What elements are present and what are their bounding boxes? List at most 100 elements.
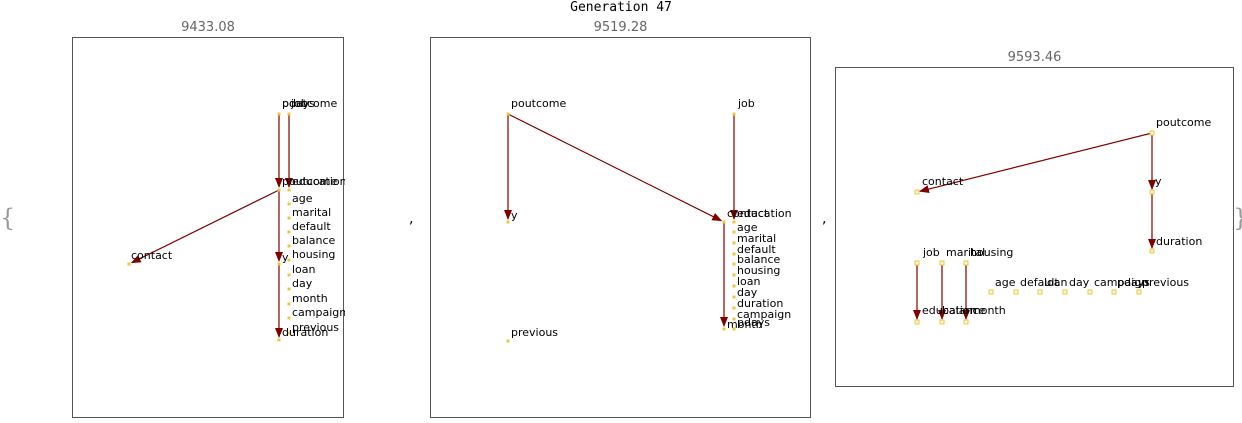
node-label: pdays — [1117, 276, 1150, 289]
generation-title: Generation 47 — [570, 0, 672, 15]
node-label: balance — [942, 304, 986, 317]
node-balance: balance — [732, 253, 781, 266]
node-default: default — [732, 243, 776, 256]
node-day: day — [732, 286, 758, 299]
node-marker — [287, 188, 291, 192]
node-label: poutcome — [511, 97, 566, 110]
node-month: month — [722, 318, 763, 331]
graph-score-2: 9519.28 — [593, 20, 648, 35]
node-marker — [732, 306, 736, 310]
node-label: y — [511, 209, 518, 222]
node-marker — [127, 262, 131, 266]
node-label: day — [292, 277, 313, 290]
node-marker — [277, 188, 281, 192]
node-pdays_top: pdays — [277, 97, 315, 116]
node-label: age — [737, 221, 758, 234]
edge-poutcome-to-contact — [507, 113, 723, 222]
node-marker — [732, 295, 736, 299]
node-default: default — [287, 220, 331, 234]
node-label: job — [922, 246, 940, 259]
node-age: age — [287, 192, 313, 206]
node-duration: duration — [277, 326, 328, 342]
node-poutcome: poutcome — [506, 97, 566, 116]
node-label: marital — [946, 246, 985, 259]
node-marker — [732, 252, 736, 256]
node-age: age — [732, 221, 758, 234]
node-contact: contact — [722, 207, 769, 224]
network-graph-1: poutcomejobpdayscontactpoutcomeeducation… — [127, 97, 347, 342]
node-marker — [1136, 289, 1142, 295]
node-marker — [506, 339, 510, 343]
node-label: marital — [292, 206, 331, 219]
node-day: day — [1062, 276, 1090, 295]
node-marker — [287, 216, 291, 220]
node-label: education — [292, 175, 345, 188]
node-day: day — [287, 277, 313, 291]
node-loan: loan — [732, 275, 761, 288]
node-age: age — [988, 276, 1016, 295]
node-label: marital — [737, 232, 776, 245]
node-marker — [1111, 289, 1117, 295]
node-marker — [914, 189, 920, 195]
node-marker — [277, 112, 281, 116]
edge-poutcome-to-contact — [130, 189, 280, 264]
node-marker — [1149, 189, 1155, 195]
node-balance: balance — [287, 234, 336, 248]
node-marker — [287, 287, 291, 291]
node-poutcome: poutcome — [1149, 116, 1211, 136]
node-marker — [1013, 289, 1019, 295]
node-marker — [732, 112, 736, 116]
node-job: job — [732, 97, 755, 116]
open-brace: { — [0, 204, 16, 232]
node-marker — [914, 319, 920, 325]
node-loan: loan — [1037, 276, 1068, 295]
node-month: month — [963, 304, 1006, 325]
node-label: contact — [727, 207, 769, 220]
node-marker — [732, 262, 736, 266]
graph-frame-3: poutcome contact y duration job marital housin… — [835, 67, 1234, 387]
node-label: education — [737, 207, 792, 220]
node-label: month — [970, 304, 1006, 317]
close-brace: } — [1233, 206, 1242, 230]
node-label: housing — [292, 248, 335, 261]
node-job: job — [914, 246, 940, 266]
node-label: age — [292, 192, 313, 205]
node-label: day — [737, 286, 758, 299]
node-label: default — [737, 243, 776, 256]
node-label: previous — [1142, 276, 1189, 289]
node-marker — [1037, 289, 1043, 295]
node-marker — [287, 202, 291, 206]
node-label: poutcome — [282, 97, 337, 110]
node-marker — [1062, 289, 1068, 295]
node-label: job — [737, 97, 755, 110]
node-label: balance — [737, 253, 781, 266]
node-label: duration — [282, 326, 328, 339]
node-label: poutcome — [1156, 116, 1211, 129]
node-label: housing — [970, 246, 1013, 259]
node-label: loan — [292, 263, 316, 276]
node-job_top: job — [287, 97, 308, 116]
node-campaign: campaign — [732, 308, 791, 321]
node-y: y — [277, 251, 289, 266]
node-month: month — [287, 292, 328, 306]
node-marker — [287, 273, 291, 277]
node-marker — [732, 230, 736, 234]
node-marker — [1149, 248, 1155, 254]
node-marker — [287, 244, 291, 248]
node-marker — [277, 338, 281, 342]
node-education: education — [914, 304, 977, 325]
node-marker — [722, 220, 726, 224]
node-education: education — [287, 175, 347, 192]
node-marker — [506, 112, 510, 116]
graph-score-1: 9433.08 — [181, 20, 235, 35]
node-marker — [506, 220, 510, 224]
node-duration: duration — [732, 297, 783, 310]
node-loan: loan — [287, 263, 316, 277]
node-label: pdays — [282, 97, 315, 110]
node-poutcome: poutcome — [277, 175, 337, 192]
edge-poutcome-to-contact — [918, 132, 1153, 193]
node-y: y — [506, 209, 518, 224]
node-previous: previous — [287, 321, 339, 335]
node-marker — [287, 331, 291, 335]
node-marital: marital — [287, 206, 331, 220]
